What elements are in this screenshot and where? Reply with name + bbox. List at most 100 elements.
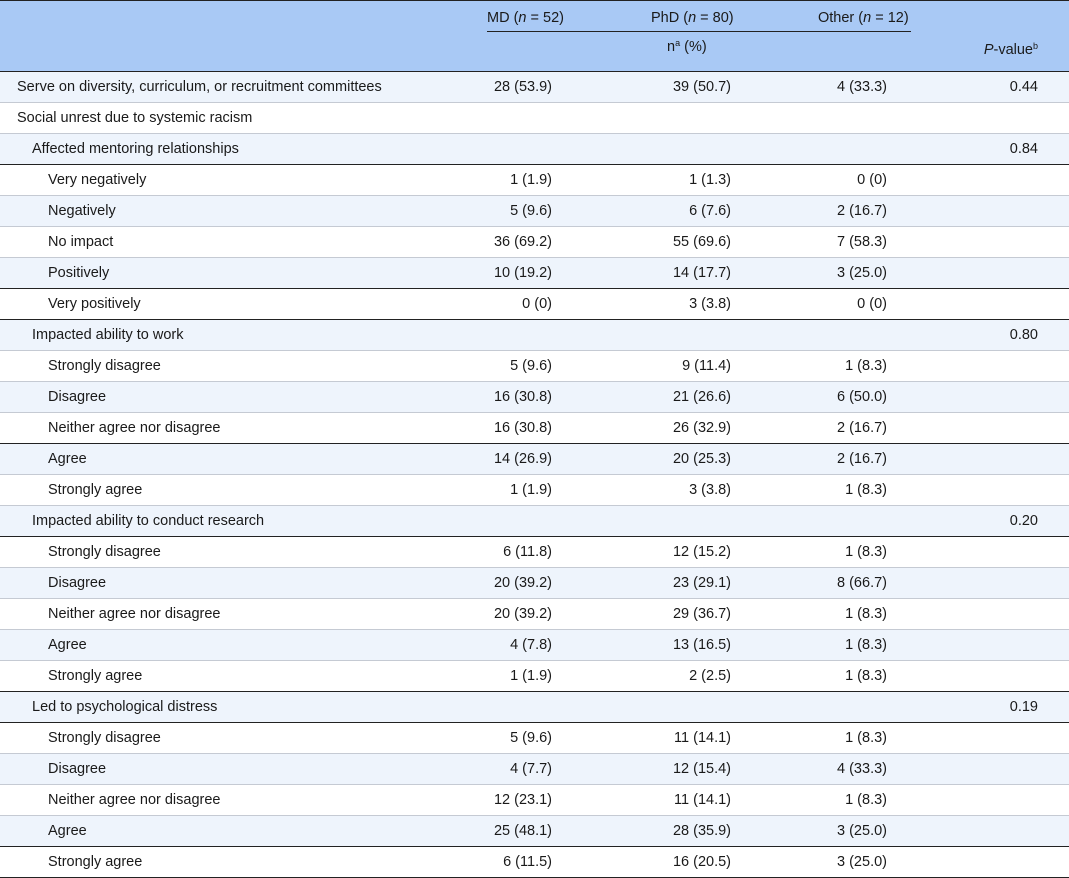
cell-phd: 11 (14.1) — [674, 792, 731, 808]
cell-phd: 16 (20.5) — [672, 854, 731, 870]
cell-phd: 2 (2.5) — [689, 668, 731, 684]
row-label: Strongly disagree — [48, 730, 161, 746]
cell-phd: 23 (29.1) — [672, 575, 731, 591]
cell-phd: 20 (25.3) — [672, 451, 731, 467]
header-pvalue: P-valueb — [983, 41, 1038, 59]
cell-md: 12 (23.1) — [493, 792, 552, 808]
cell-phd: 3 (3.8) — [689, 296, 731, 312]
cell-other: 8 (66.7) — [837, 575, 887, 591]
cell-pvalue: 0.80 — [1009, 327, 1038, 343]
table-header: MD (n = 52) PhD (n = 80) Other (n = 12) … — [0, 0, 1069, 72]
table-row: Serve on diversity, curriculum, or recru… — [0, 72, 1069, 103]
cell-other: 0 (0) — [857, 296, 887, 312]
cell-other: 2 (16.7) — [837, 451, 887, 467]
row-label: Affected mentoring relationships — [32, 141, 239, 157]
row-label: Very negatively — [48, 172, 147, 188]
table-row: Very negatively 1 (1.9) 1 (1.3) 0 (0) — [0, 165, 1069, 196]
row-label: Impacted ability to conduct research — [32, 513, 265, 529]
cell-md: 10 (19.2) — [493, 265, 552, 281]
table-body: Serve on diversity, curriculum, or recru… — [0, 72, 1069, 878]
table-row: Positively 10 (19.2) 14 (17.7) 3 (25.0) — [0, 258, 1069, 289]
cell-md: 25 (48.1) — [493, 823, 552, 839]
cell-md: 6 (11.5) — [503, 854, 552, 870]
cell-md: 14 (26.9) — [493, 451, 552, 467]
table-row: Impacted ability to conduct research 0.20 — [0, 506, 1069, 537]
cell-md: 5 (9.6) — [510, 730, 552, 746]
row-label: No impact — [48, 234, 114, 250]
cell-other: 4 (33.3) — [837, 761, 887, 777]
header-other: Other (n = 12) — [818, 10, 909, 26]
cell-phd: 14 (17.7) — [672, 265, 731, 281]
table-row: Negatively 5 (9.6) 6 (7.6) 2 (16.7) — [0, 196, 1069, 227]
table-row: Affected mentoring relationships 0.84 — [0, 134, 1069, 165]
row-label: Disagree — [48, 389, 107, 405]
cell-phd: 28 (35.9) — [672, 823, 731, 839]
cell-other: 1 (8.3) — [845, 606, 887, 622]
table-row: Impacted ability to work 0.80 — [0, 320, 1069, 351]
cell-phd: 13 (16.5) — [672, 637, 731, 653]
row-label: Very positively — [48, 296, 141, 312]
cell-other: 6 (50.0) — [837, 389, 887, 405]
cell-md: 20 (39.2) — [493, 575, 552, 591]
cell-phd: 39 (50.7) — [672, 79, 731, 95]
cell-phd: 12 (15.2) — [672, 544, 731, 560]
cell-md: 1 (1.9) — [510, 482, 552, 498]
cell-other: 1 (8.3) — [845, 482, 887, 498]
cell-pvalue: 0.84 — [1009, 141, 1038, 157]
row-label: Agree — [48, 637, 87, 653]
cell-pvalue: 0.20 — [1009, 513, 1038, 529]
header-divider — [487, 31, 911, 32]
cell-md: 16 (30.8) — [493, 420, 552, 436]
row-label: Positively — [48, 265, 110, 281]
table-row: Neither agree nor disagree 16 (30.8) 26 (3… — [0, 413, 1069, 444]
header-unit: na (%) — [667, 38, 707, 56]
row-label: Strongly agree — [48, 854, 143, 870]
table-row: Strongly agree 1 (1.9) 3 (3.8) 1 (8.3) — [0, 475, 1069, 506]
row-label: Agree — [48, 823, 87, 839]
table-row: Social unrest due to systemic racism — [0, 103, 1069, 134]
table-row: No impact 36 (69.2) 55 (69.6) 7 (58.3) — [0, 227, 1069, 258]
table-row: Strongly agree 1 (1.9) 2 (2.5) 1 (8.3) — [0, 661, 1069, 692]
cell-phd: 12 (15.4) — [672, 761, 731, 777]
row-label: Social unrest due to systemic racism — [17, 110, 253, 126]
cell-phd: 11 (14.1) — [674, 730, 731, 746]
row-label: Disagree — [48, 575, 107, 591]
row-label: Led to psychological distress — [32, 699, 218, 715]
table-row: Neither agree nor disagree 20 (39.2) 29 (3… — [0, 599, 1069, 630]
cell-other: 0 (0) — [857, 172, 887, 188]
cell-md: 36 (69.2) — [493, 234, 552, 250]
row-label: Neither agree nor disagree — [48, 792, 221, 808]
table-row: Led to psychological distress 0.19 — [0, 692, 1069, 723]
cell-phd: 55 (69.6) — [672, 234, 731, 250]
cell-md: 0 (0) — [522, 296, 552, 312]
table-row: Strongly disagree 6 (11.8) 12 (15.2) 1 (8.3… — [0, 537, 1069, 568]
row-label: Strongly agree — [48, 668, 143, 684]
cell-md: 28 (53.9) — [493, 79, 552, 95]
table-row: Very positively 0 (0) 3 (3.8) 0 (0) — [0, 289, 1069, 320]
cell-other: 3 (25.0) — [837, 265, 887, 281]
cell-other: 7 (58.3) — [837, 234, 887, 250]
cell-md: 6 (11.8) — [503, 544, 552, 560]
cell-phd: 9 (11.4) — [682, 358, 731, 374]
table-row: Strongly disagree 5 (9.6) 9 (11.4) 1 (8.3) — [0, 351, 1069, 382]
cell-md: 4 (7.7) — [510, 761, 552, 777]
row-label: Negatively — [48, 203, 116, 219]
table-row: Agree 14 (26.9) 20 (25.3) 2 (16.7) — [0, 444, 1069, 475]
cell-phd: 3 (3.8) — [689, 482, 731, 498]
table-row: Neither agree nor disagree 12 (23.1) 11 (1… — [0, 785, 1069, 816]
row-label: Impacted ability to work — [32, 327, 184, 343]
cell-other: 4 (33.3) — [837, 79, 887, 95]
cell-phd: 6 (7.6) — [689, 203, 731, 219]
cell-md: 20 (39.2) — [493, 606, 552, 622]
header-md: MD (n = 52) — [487, 10, 564, 26]
cell-phd: 29 (36.7) — [672, 606, 731, 622]
cell-phd: 26 (32.9) — [672, 420, 731, 436]
cell-other: 1 (8.3) — [845, 637, 887, 653]
table-row: Disagree 4 (7.7) 12 (15.4) 4 (33.3) — [0, 754, 1069, 785]
row-label: Strongly agree — [48, 482, 143, 498]
cell-other: 1 (8.3) — [845, 668, 887, 684]
cell-md: 4 (7.8) — [510, 637, 552, 653]
table-row: Agree 25 (48.1) 28 (35.9) 3 (25.0) — [0, 816, 1069, 847]
cell-other: 3 (25.0) — [837, 823, 887, 839]
cell-pvalue: 0.19 — [1009, 699, 1038, 715]
